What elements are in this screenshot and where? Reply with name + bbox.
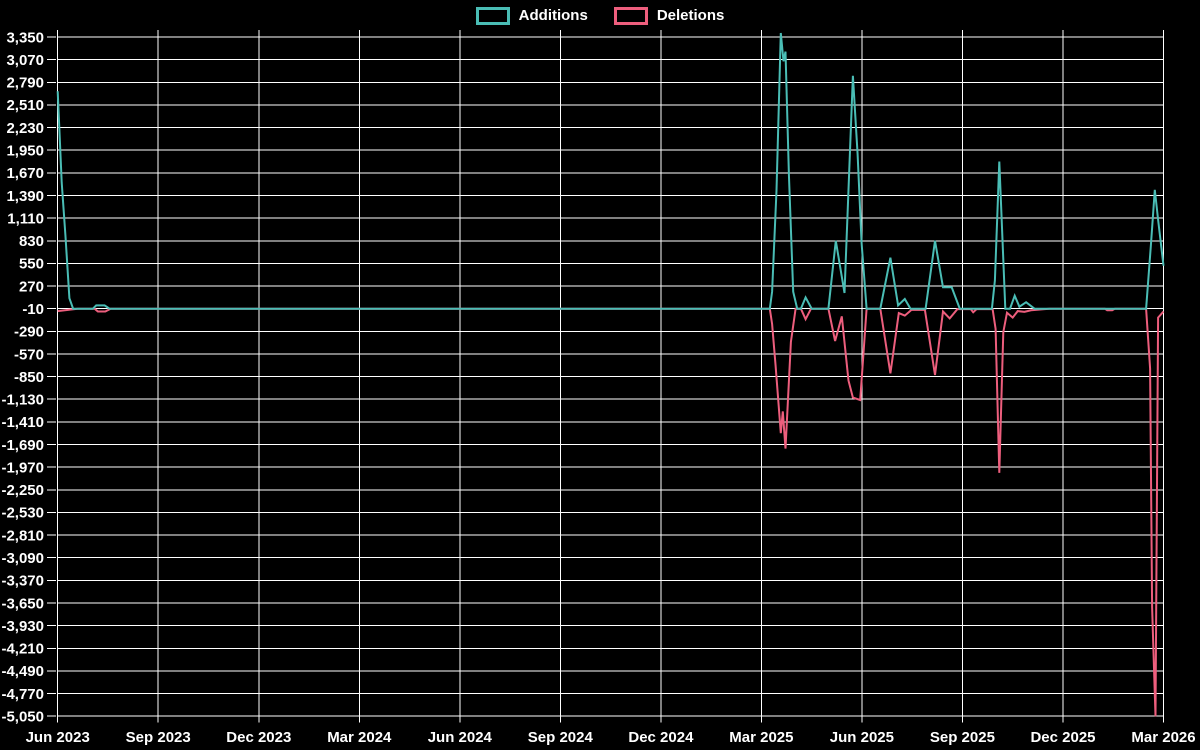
additions-line <box>56 32 1165 310</box>
y-tick-label: 3,350 <box>6 29 44 46</box>
x-tick-label: Jun 2025 <box>830 729 894 746</box>
y-tick-label: 2,790 <box>6 75 44 92</box>
y-tick-label: 1,670 <box>6 165 44 182</box>
y-tick-label: -3,650 <box>1 595 44 612</box>
y-tick-label: -4,490 <box>1 663 44 680</box>
x-tick-label: Mar 2026 <box>1131 729 1195 746</box>
additions-swatch-icon <box>475 7 510 25</box>
y-tick-label: -2,530 <box>1 505 44 522</box>
legend-item-additions[interactable]: Additions <box>475 7 588 25</box>
y-tick-label: 3,070 <box>6 52 44 69</box>
x-tick-label: Jun 2023 <box>26 729 90 746</box>
y-tick-label: -570 <box>14 346 44 363</box>
y-tick-label: -10 <box>22 301 44 318</box>
y-tick-label: 2,230 <box>6 120 44 137</box>
y-tick-label: -3,930 <box>1 618 44 635</box>
legend-label-additions: Additions <box>518 7 588 24</box>
y-tick-label: -2,250 <box>1 482 44 499</box>
y-tick-label: -3,090 <box>1 550 44 567</box>
legend-item-deletions[interactable]: Deletions <box>613 7 725 25</box>
legend-label-deletions: Deletions <box>656 7 725 24</box>
y-tick-label: 830 <box>19 233 44 250</box>
y-tick-label: -850 <box>14 369 44 386</box>
y-tick-label: -1,690 <box>1 437 44 454</box>
deletions-swatch-icon <box>613 7 648 25</box>
x-tick-label: Dec 2024 <box>628 729 694 746</box>
y-tick-label: 1,110 <box>7 210 44 227</box>
x-tick-label: Mar 2024 <box>327 729 392 746</box>
y-tick-label: 1,390 <box>6 188 44 205</box>
x-tick-label: Sep 2024 <box>528 729 594 746</box>
x-tick-label: Dec 2025 <box>1030 729 1095 746</box>
y-tick-label: -2,810 <box>1 527 44 544</box>
y-tick-label: -5,050 <box>1 708 44 725</box>
chart-legend: Additions Deletions <box>0 7 1200 25</box>
y-tick-label: 270 <box>19 278 44 295</box>
x-tick-label: Sep 2023 <box>126 729 191 746</box>
y-tick-label: -1,130 <box>1 391 44 408</box>
y-tick-label: -4,770 <box>1 686 44 703</box>
y-tick-label: -3,370 <box>1 573 44 590</box>
y-tick-label: 550 <box>19 256 44 273</box>
y-tick-label: -1,970 <box>1 459 44 476</box>
y-tick-label: 2,510 <box>6 97 44 114</box>
y-tick-label: -290 <box>14 324 44 341</box>
y-tick-label: -1,410 <box>1 414 44 431</box>
y-tick-label: -4,210 <box>1 641 44 658</box>
x-tick-label: Mar 2025 <box>729 729 793 746</box>
y-tick-label: 1,950 <box>6 142 44 159</box>
x-tick-label: Jun 2024 <box>428 729 493 746</box>
x-tick-label: Dec 2023 <box>226 729 291 746</box>
x-tick-label: Sep 2025 <box>930 729 995 746</box>
